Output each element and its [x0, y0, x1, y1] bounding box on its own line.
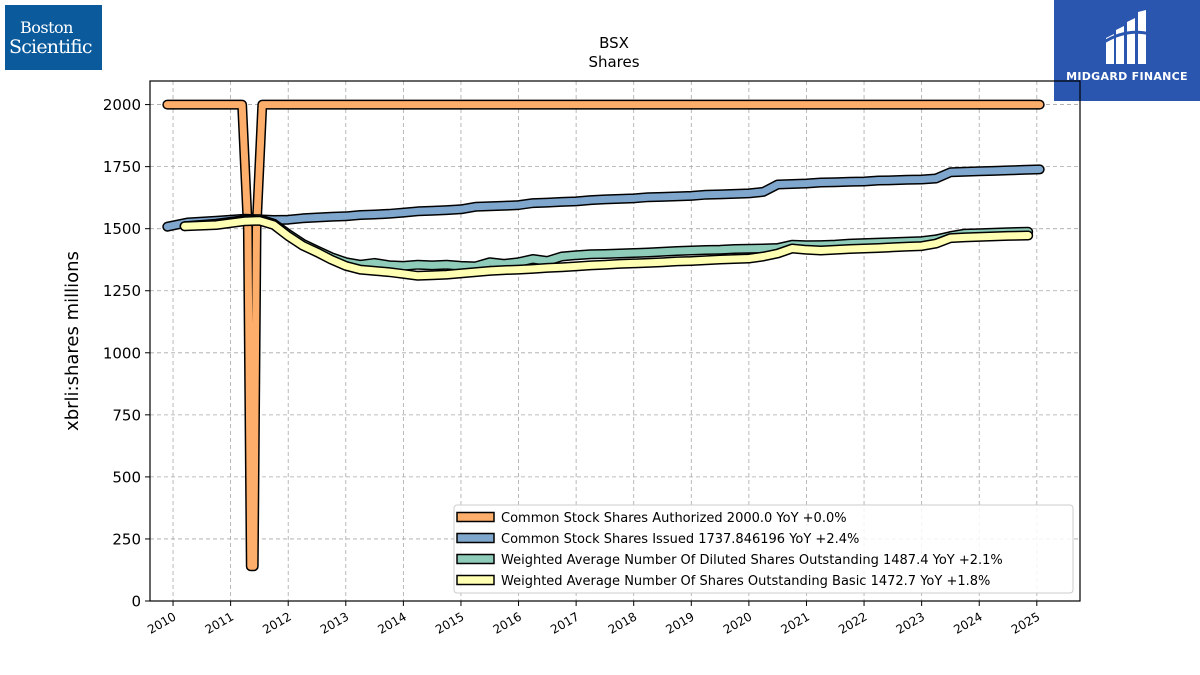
y-ticks: 0 250 500 750 1000 1250 1500 1750 2000: [103, 96, 150, 611]
legend-swatch: [456, 553, 495, 565]
x-tick-label: 2021: [779, 609, 812, 636]
legend-item: Weighted Average Number Of Shares Outsta…: [456, 574, 990, 589]
legend-item: Weighted Average Number Of Diluted Share…: [456, 553, 1003, 568]
legend-swatch: [456, 511, 495, 523]
series-line-outline: [162, 99, 1045, 572]
y-tick-label: 250: [112, 530, 141, 548]
logo-line-1: Boston: [20, 18, 73, 37]
x-tick-label: 2011: [203, 609, 236, 636]
legend-label: Common Stock Shares Authorized 2000.0 Yo…: [501, 511, 847, 526]
y-axis-label: xbrli:shares millions: [62, 251, 83, 431]
x-tick-label: 2014: [375, 609, 408, 636]
y-tick-label: 1500: [103, 220, 141, 238]
x-tick-label: 2015: [433, 609, 466, 636]
y-tick-label: 1250: [103, 282, 141, 300]
series-line: [163, 101, 1044, 570]
series-4: [179, 215, 1034, 281]
x-tick-label: 2025: [1009, 609, 1042, 636]
legend-item: Common Stock Shares Issued 1737.846196 Y…: [456, 532, 859, 547]
x-tick-label: 2017: [548, 609, 581, 636]
legend-swatch: [456, 532, 495, 544]
midgard-finance-logo: MIDGARD FINANCE: [1054, 0, 1200, 101]
logo-name: MIDGARD FINANCE: [1066, 70, 1188, 83]
x-tick-label: 2010: [145, 609, 178, 636]
x-tick-label: 2012: [260, 609, 293, 636]
legend-box: [453, 504, 1074, 594]
chart-title: BSX: [599, 34, 629, 52]
series-line: [163, 165, 1044, 231]
legend-label: Weighted Average Number Of Shares Outsta…: [501, 574, 990, 589]
x-tick-label: 2019: [663, 609, 696, 636]
y-tick-label: 2000: [103, 96, 141, 114]
y-tick-label: 1000: [103, 344, 141, 362]
series-line: [181, 217, 1032, 280]
x-tick-label: 2022: [836, 609, 869, 636]
series-group: [162, 99, 1045, 572]
x-tick-label: 2018: [606, 609, 639, 636]
y-tick-label: 1750: [103, 158, 141, 176]
legend-item: Common Stock Shares Authorized 2000.0 Yo…: [456, 511, 847, 526]
x-tick-label: 2013: [318, 609, 351, 636]
x-tick-label: 2020: [721, 609, 754, 636]
legend-swatch: [456, 574, 495, 586]
plot-frame: [149, 80, 1081, 602]
y-tick-label: 0: [131, 593, 141, 611]
x-tick-label: 2023: [894, 609, 927, 636]
legend-label: Common Stock Shares Issued 1737.846196 Y…: [501, 532, 859, 547]
legend-label: Weighted Average Number Of Diluted Share…: [501, 553, 1003, 568]
x-ticks: 2010 2011 2012 2013 2014 2015 2016 2017 2018 2019…: [145, 601, 1042, 637]
boston-scientific-logo: Boston Scientific: [5, 5, 102, 70]
logo-line-2: Scientific: [9, 36, 92, 58]
y-tick-label: 500: [112, 468, 141, 486]
legend: Common Stock Shares Authorized 2000.0 Yo…: [453, 504, 1074, 594]
midgard-m-logo-icon: [1103, 10, 1151, 64]
chart-subtitle: Shares: [588, 53, 639, 71]
x-tick-label: 2016: [491, 609, 524, 636]
series-2: [162, 164, 1045, 232]
series-1: [162, 99, 1045, 572]
y-tick-label: 750: [112, 406, 141, 424]
x-tick-label: 2024: [951, 609, 984, 636]
